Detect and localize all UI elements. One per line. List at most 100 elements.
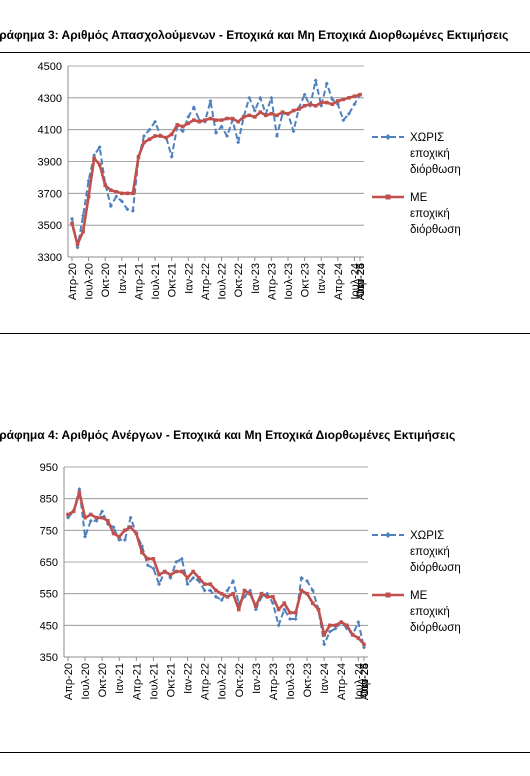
- chart-3-point-adjusted: [319, 100, 324, 105]
- chart-3-point-adjusted: [341, 97, 346, 102]
- chart-3-x-tick-label: Ιαν-22: [183, 263, 195, 294]
- chart-4-point-adjusted: [123, 528, 127, 533]
- chart-3-point-adjusted: [308, 102, 312, 106]
- chart-3-point-unadjusted: [302, 92, 307, 97]
- chart-4-point-unadjusted: [305, 579, 310, 583]
- chart-4-point-unadjusted: [151, 566, 156, 571]
- chart-4-series-unadjusted: [67, 488, 365, 648]
- chart-4-point-adjusted: [214, 588, 218, 593]
- chart-4-x-tick-label: Οκτ-22: [234, 663, 246, 697]
- chart-4-point-unadjusted: [362, 645, 366, 650]
- chart-3-point-unadjusted: [258, 95, 263, 100]
- chart-3-point-unadjusted: [219, 124, 224, 129]
- chart-3-point-adjusted: [347, 96, 351, 100]
- chart-3-point-unadjusted: [335, 102, 340, 107]
- chart-4-point-adjusted: [328, 623, 332, 628]
- chart-3-point-adjusted: [230, 116, 235, 121]
- chart-3-x-tick-label: Οκτ-21: [167, 263, 179, 297]
- chart-4-x-tick-label: Απρ-20: [63, 663, 75, 700]
- chart-3-x-tick-label: Ιαν-23: [250, 263, 262, 294]
- chart-3-point-unadjusted: [119, 199, 124, 204]
- chart-4-point-adjusted: [185, 576, 190, 580]
- chart-3-x-tick-label: Ιουλ-20: [84, 263, 96, 300]
- chart-4-point-adjusted: [345, 623, 349, 628]
- chart-4-point-unadjusted: [208, 588, 213, 593]
- chart-3-point-adjusted: [81, 229, 85, 234]
- chart-4-point-adjusted: [310, 601, 315, 605]
- chart-4-y-tick-label: 450: [40, 620, 58, 632]
- chart-3-point-adjusted: [75, 242, 80, 247]
- chart-3-x-tick-label: Απρ-22: [200, 263, 212, 300]
- chart-4-legend-marker: [385, 592, 391, 598]
- chart-4-point-adjusted: [276, 607, 281, 612]
- chart-3-x-tick-label: Ιουλ-23: [283, 263, 295, 300]
- chart-3-x-tick-label: Οκτ-23: [300, 263, 312, 297]
- chart-4-x-tick-label: Απρ-22: [200, 663, 212, 700]
- chart-3-point-adjusted: [153, 134, 157, 138]
- chart-4-point-adjusted: [242, 588, 247, 593]
- chart-4-point-unadjusted: [111, 525, 116, 530]
- unemployment-chart: 350 450 550 650 750 850 950 Απρ-20 Ιουλ-20 Οκτ-20…: [40, 462, 461, 700]
- chart-4-point-unadjusted: [327, 629, 332, 634]
- chart-3-point-unadjusted: [153, 119, 158, 124]
- chart-4-point-unadjusted: [185, 582, 190, 587]
- chart-4-point-unadjusted: [122, 537, 127, 542]
- chart-4-point-unadjusted: [100, 509, 105, 514]
- chart-3-point-unadjusted: [186, 114, 191, 119]
- chart-4-point-adjusted: [259, 591, 264, 596]
- chart-4-x-tick-label: Ιουλ-24: [353, 663, 365, 700]
- chart-4-point-adjusted: [282, 601, 287, 605]
- chart-4-series-adjusted: [67, 490, 365, 646]
- chart-4-x-tick-label: Ιαν-22: [183, 663, 195, 694]
- chart-3-point-adjusted: [280, 110, 285, 114]
- chart-3-title: Γράφημα 3: Αριθμός Απασχολούμενων - Εποχ…: [0, 28, 509, 42]
- chart-3-point-unadjusted: [75, 245, 80, 250]
- chart-4-point-unadjusted: [83, 534, 88, 539]
- chart-4-x-tick-label: Οκτ-23: [302, 663, 314, 697]
- chart-3-x-tick-label: Ιαν-24: [316, 263, 328, 294]
- chart-4-point-adjusted: [339, 620, 344, 624]
- chart-4-point-unadjusted: [202, 588, 207, 593]
- chart-4-point-adjusted: [151, 557, 156, 561]
- chart-4-point-unadjusted: [276, 623, 281, 628]
- chart-3-point-unadjusted: [169, 154, 174, 159]
- chart-3-x-tick-label: Ιουλ-21: [150, 263, 162, 300]
- chart-4-point-adjusted: [180, 569, 184, 574]
- chart-4-point-unadjusted: [168, 575, 173, 580]
- chart-4-point-adjusted: [71, 509, 76, 514]
- chart-4-x-tick-label: Οκτ-21: [165, 663, 177, 697]
- chart-3-point-unadjusted: [86, 178, 91, 183]
- chart-3-point-adjusted: [241, 115, 246, 119]
- chart-4-point-unadjusted: [253, 607, 258, 612]
- chart-3-point-unadjusted: [125, 207, 130, 212]
- chart-4-point-adjusted: [322, 633, 326, 637]
- chart-3-x-tick-label: Ιουλ-22: [217, 263, 229, 300]
- chart-3-point-adjusted: [352, 94, 357, 99]
- employment-chart: 3300 3500 3700 3900 4100 4300 4500 Απρ-20 Ιουλ-2…: [38, 61, 461, 300]
- chart-4-point-unadjusted: [293, 617, 298, 621]
- chart-4-point-adjusted: [83, 515, 87, 520]
- chart-4-x-tick-label: Απρ-25: [359, 663, 371, 700]
- chart-3-x-tick-label: Οκτ-24: [355, 263, 367, 297]
- chart-3-point-adjusted: [330, 102, 335, 106]
- chart-3-point-unadjusted: [341, 118, 346, 123]
- chart-3-point-unadjusted: [236, 140, 241, 145]
- chart-4-point-adjusted: [197, 576, 201, 580]
- chart-3-x-tick-label: Ιαν-25: [355, 263, 367, 294]
- chart-4-point-adjusted: [117, 534, 122, 539]
- chart-4-point-unadjusted: [282, 607, 287, 612]
- top-separator: [0, 52, 530, 53]
- chart-3-x-tick-label: Ιουλ-24: [349, 263, 361, 300]
- chart-4-point-unadjusted: [219, 598, 224, 602]
- chart-4-point-unadjusted: [322, 642, 327, 647]
- chart-4-x-tick-label: Ιαν-25: [359, 663, 371, 694]
- chart-3-point-unadjusted: [269, 95, 274, 100]
- chart-4-point-unadjusted: [179, 556, 184, 561]
- chart-3-point-adjusted: [264, 113, 268, 118]
- chart-3-point-adjusted: [86, 194, 91, 199]
- chart-3-x-tick-label: Οκτ-20: [100, 263, 112, 297]
- chart-4-point-adjusted: [77, 490, 82, 495]
- chart-4-x-tick-label: Οκτ-24: [359, 663, 371, 697]
- chart-4-point-adjusted: [288, 610, 292, 615]
- chart-3-point-adjusted: [214, 118, 218, 122]
